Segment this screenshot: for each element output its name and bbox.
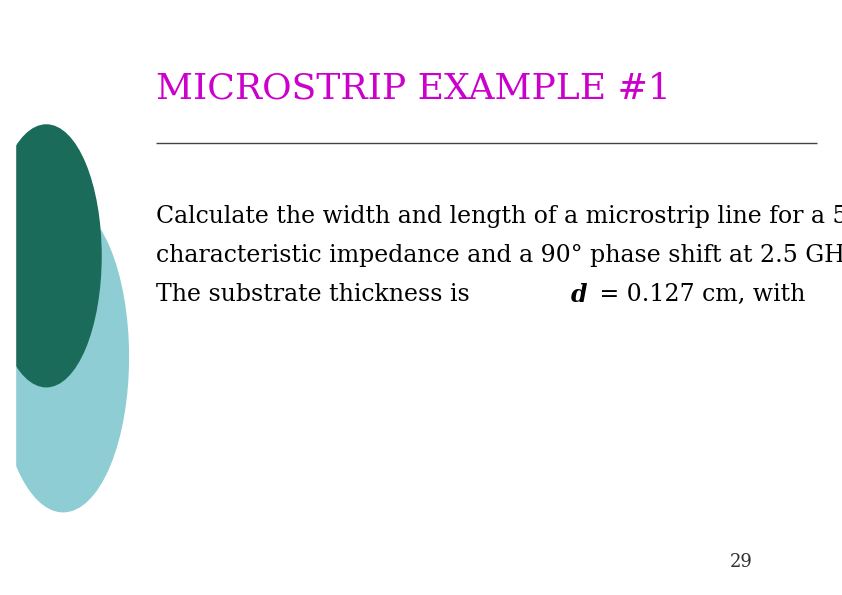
Text: MICROSTRIP EXAMPLE #1: MICROSTRIP EXAMPLE #1 <box>156 71 670 105</box>
Text: = 0.127 cm, with: = 0.127 cm, with <box>592 283 813 306</box>
Text: Calculate the width and length of a microstrip line for a 50 Ω: Calculate the width and length of a micr… <box>156 205 842 228</box>
Bar <box>0 0 15 595</box>
Text: The substrate thickness is: The substrate thickness is <box>156 283 477 306</box>
Text: d: d <box>570 283 587 306</box>
Ellipse shape <box>0 202 128 512</box>
Text: characteristic impedance and a 90° phase shift at 2.5 GHz.: characteristic impedance and a 90° phase… <box>156 244 842 267</box>
Ellipse shape <box>0 125 101 387</box>
Text: 29: 29 <box>729 553 753 571</box>
